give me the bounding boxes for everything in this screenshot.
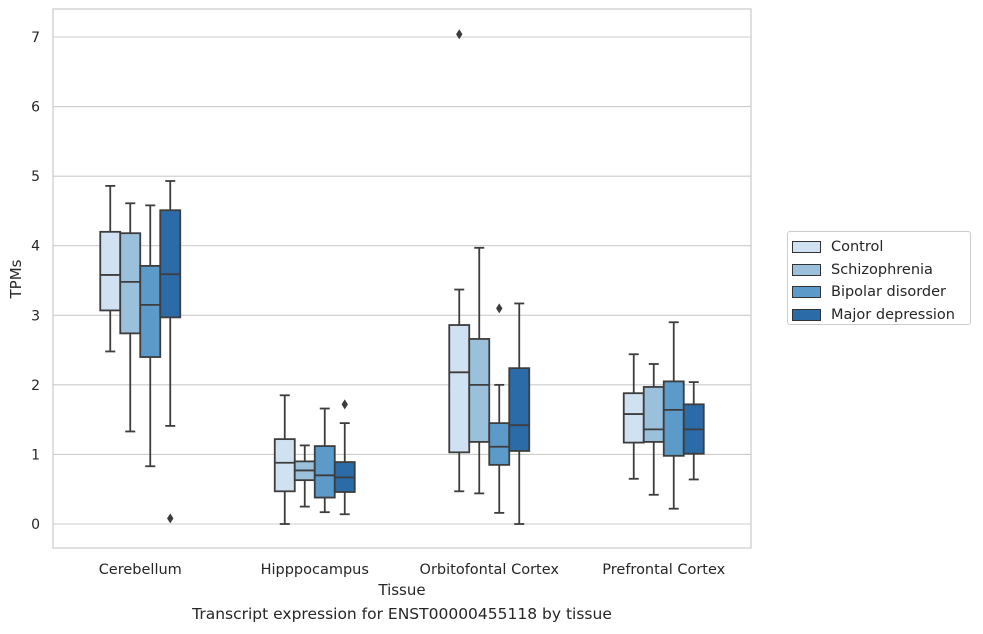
box-iqr xyxy=(99,230,122,312)
legend-item-major-depression: Major depression xyxy=(792,304,970,327)
box-iqr xyxy=(508,367,531,452)
legend-item-bipolar-disorder: Bipolar disorder xyxy=(792,281,970,304)
box-schizophrenia xyxy=(293,444,316,508)
box-bipolar-disorder xyxy=(662,321,685,510)
box-bipolar-disorder xyxy=(139,204,162,468)
legend-swatch xyxy=(792,308,821,321)
y-tick-label: 5 xyxy=(31,169,40,185)
outlier-point xyxy=(167,513,174,524)
box-control xyxy=(273,394,296,525)
legend-item-schizophrenia: Schizophrenia xyxy=(792,259,970,282)
box-major-depression xyxy=(159,180,182,524)
box-control xyxy=(99,184,122,353)
x-axis-label: Tissue xyxy=(377,581,425,599)
y-tick-label: 3 xyxy=(31,308,40,324)
box-control xyxy=(448,29,471,493)
outlier-point xyxy=(341,399,348,410)
x-tick-label: Cerebellum xyxy=(99,562,182,578)
y-tick-label: 2 xyxy=(31,378,40,394)
legend-label: Major depression xyxy=(831,306,955,323)
box-schizophrenia xyxy=(119,202,142,433)
box-bipolar-disorder xyxy=(488,303,511,514)
legend: Control Schizophrenia Bipolar disorder M… xyxy=(787,231,971,325)
y-tick-label: 4 xyxy=(31,239,40,255)
y-tick-label: 1 xyxy=(31,447,40,463)
box-iqr xyxy=(622,392,645,444)
box-schizophrenia xyxy=(642,363,665,496)
box-control xyxy=(622,353,645,480)
box-schizophrenia xyxy=(468,246,491,495)
legend-swatch xyxy=(792,241,821,254)
box-iqr xyxy=(273,438,296,493)
legend-swatch xyxy=(792,286,821,299)
y-tick-labels: 0 1 2 3 4 5 6 7 xyxy=(31,30,40,533)
y-tick-label: 6 xyxy=(31,100,40,116)
x-tick-label: Orbitofontal Cortex xyxy=(420,562,560,578)
box-iqr xyxy=(313,445,336,499)
box-iqr xyxy=(662,380,685,457)
x-tick-label: Hipppocampus xyxy=(261,562,369,578)
box-major-depression xyxy=(682,381,705,481)
legend-item-control: Control xyxy=(792,236,970,259)
box-bipolar-disorder xyxy=(313,407,336,514)
boxes xyxy=(99,29,705,525)
box-iqr xyxy=(448,324,471,454)
box-iqr xyxy=(159,209,182,319)
x-tick-label: Prefrontal Cortex xyxy=(602,562,725,578)
box-major-depression xyxy=(333,399,356,516)
outlier-point xyxy=(496,303,503,314)
y-axis-label: TPMs xyxy=(7,259,25,299)
outlier-point xyxy=(456,29,463,40)
chart-title: Transcript expression for ENST0000045511… xyxy=(192,605,612,623)
legend-label: Schizophrenia xyxy=(831,261,933,278)
box-major-depression xyxy=(508,302,531,525)
box-iqr xyxy=(488,422,511,466)
plot-frame xyxy=(52,8,752,549)
legend-label: Bipolar disorder xyxy=(831,284,946,301)
y-tick-label: 0 xyxy=(31,517,40,533)
x-tick-labels: Cerebellum Hipppocampus Orbitofontal Corte… xyxy=(99,562,726,578)
y-tick-label: 7 xyxy=(31,30,40,46)
box-iqr xyxy=(468,338,491,443)
legend-label: Control xyxy=(831,239,884,256)
box-iqr xyxy=(139,264,162,358)
legend-swatch xyxy=(792,263,821,276)
box-iqr xyxy=(642,386,665,443)
box-iqr xyxy=(119,232,142,335)
